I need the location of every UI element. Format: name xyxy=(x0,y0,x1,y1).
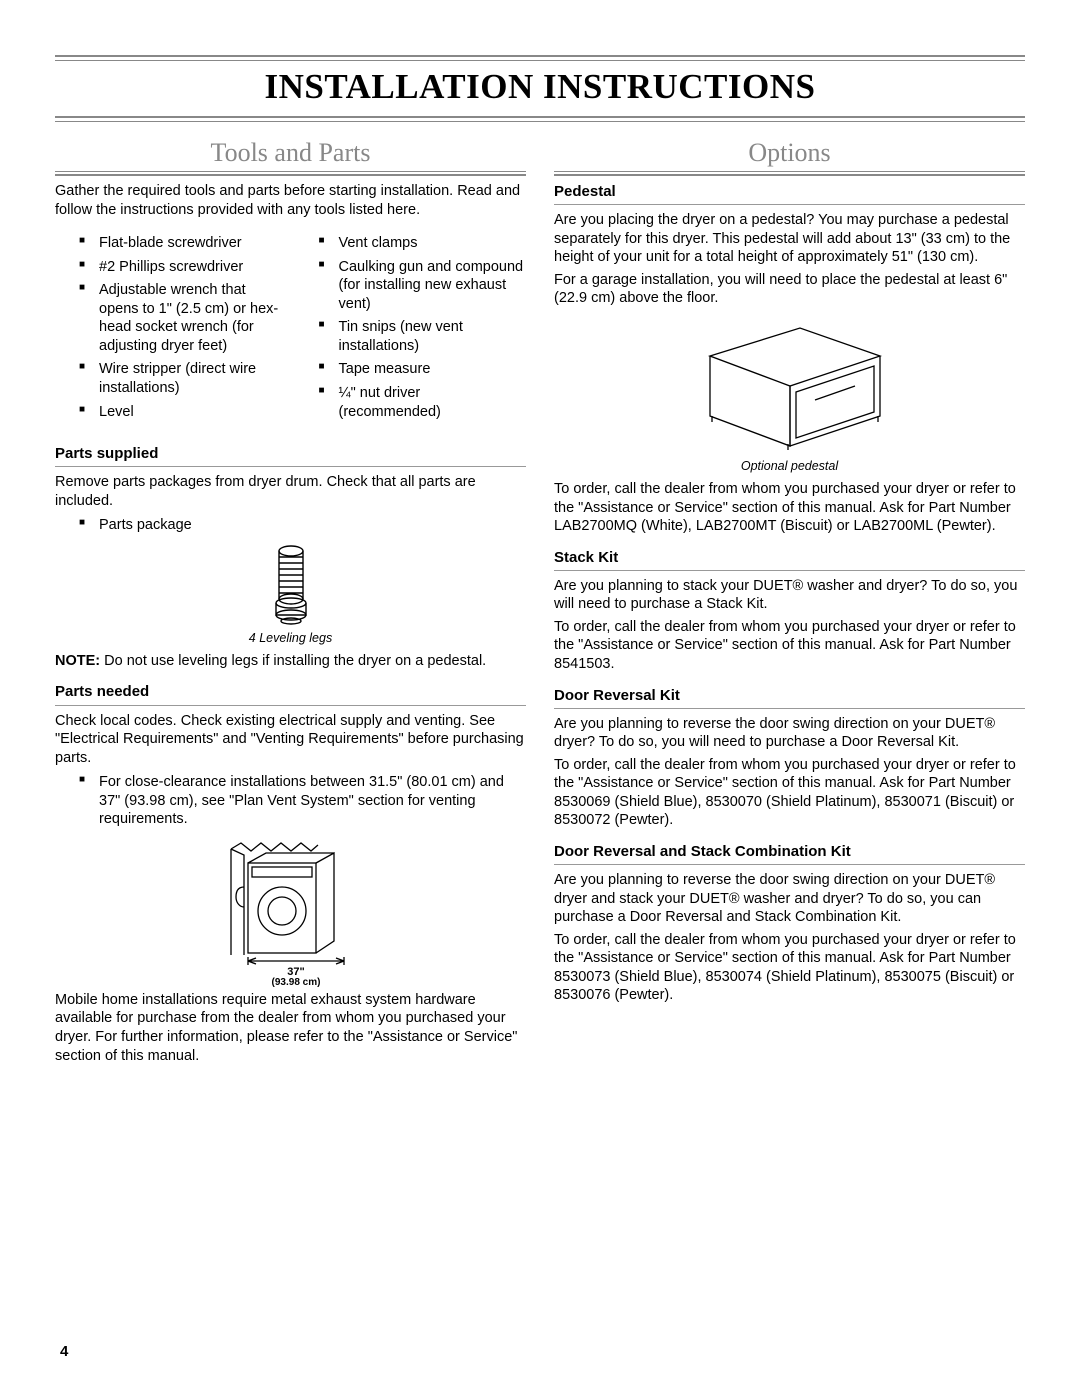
parts-supplied-list: Parts package xyxy=(55,516,526,535)
doorrev-p1: Are you planning to reverse the door swi… xyxy=(554,715,1025,752)
tools-intro: Gather the required tools and parts befo… xyxy=(55,182,526,219)
parts-item: Parts package xyxy=(79,516,526,535)
tool-item: Tape measure xyxy=(319,360,527,379)
parts-needed-rule xyxy=(55,705,526,706)
pedestal-heading: Pedestal xyxy=(554,182,1025,201)
tool-item: Flat-blade screwdriver xyxy=(79,234,287,253)
clearance-figure: 37" (93.98 cm) xyxy=(55,837,526,987)
mobile-home-text: Mobile home installations require metal … xyxy=(55,991,526,1065)
tool-item: #2 Phillips screwdriver xyxy=(79,258,287,277)
parts-needed-text: Check local codes. Check existing electr… xyxy=(55,712,526,768)
page-number: 4 xyxy=(60,1342,68,1361)
tools-list-col2: Vent clamps Caulking gun and compound (f… xyxy=(295,229,527,426)
pedestal-figure xyxy=(554,316,1025,456)
leveling-leg-icon xyxy=(266,543,316,628)
tools-list-col1: Flat-blade screwdriver #2 Phillips screw… xyxy=(55,229,287,426)
tool-item: ¼" nut driver (recommended) xyxy=(319,384,527,421)
leveling-leg-figure xyxy=(55,543,526,628)
pedestal-p1: Are you placing the dryer on a pedestal?… xyxy=(554,211,1025,267)
title-rule xyxy=(55,116,1025,122)
combo-p1: Are you planning to reverse the door swi… xyxy=(554,871,1025,927)
options-rule xyxy=(554,171,1025,176)
doorrev-heading: Door Reversal Kit xyxy=(554,686,1025,705)
left-column: Tools and Parts Gather the required tool… xyxy=(55,136,526,1069)
stack-heading: Stack Kit xyxy=(554,548,1025,567)
parts-supplied-rule xyxy=(55,466,526,467)
tools-parts-heading: Tools and Parts xyxy=(55,136,526,169)
options-heading: Options xyxy=(554,136,1025,169)
doorrev-p2: To order, call the dealer from whom you … xyxy=(554,756,1025,830)
parts-needed-list: For close-clearance installations betwee… xyxy=(55,773,526,829)
dryer-clearance-icon: 37" (93.98 cm) xyxy=(196,837,386,987)
parts-supplied-text: Remove parts packages from dryer drum. C… xyxy=(55,473,526,510)
tools-list-wrap: Flat-blade screwdriver #2 Phillips screw… xyxy=(55,223,526,432)
tools-parts-rule xyxy=(55,171,526,176)
note-text: Do not use leveling legs if installing t… xyxy=(100,653,486,669)
right-column: Options Pedestal Are you placing the dry… xyxy=(554,136,1025,1069)
combo-heading: Door Reversal and Stack Combination Kit xyxy=(554,842,1025,861)
note-label: NOTE: xyxy=(55,653,100,669)
note-paragraph: NOTE: Do not use leveling legs if instal… xyxy=(55,652,526,671)
stack-p2: To order, call the dealer from whom you … xyxy=(554,618,1025,674)
clearance-cm: (93.98 cm) xyxy=(271,977,320,987)
parts-needed-heading: Parts needed xyxy=(55,682,526,701)
pedestal-rule xyxy=(554,204,1025,205)
stack-p1: Are you planning to stack your DUET® was… xyxy=(554,577,1025,614)
pedestal-caption: Optional pedestal xyxy=(554,458,1025,474)
page-title: INSTALLATION INSTRUCTIONS xyxy=(55,65,1025,110)
parts-needed-item: For close-clearance installations betwee… xyxy=(79,773,526,829)
tool-item: Level xyxy=(79,403,287,422)
combo-p2: To order, call the dealer from whom you … xyxy=(554,931,1025,1005)
parts-supplied-heading: Parts supplied xyxy=(55,444,526,463)
pedestal-p3: To order, call the dealer from whom you … xyxy=(554,480,1025,536)
combo-rule xyxy=(554,864,1025,865)
tool-item: Tin snips (new vent installations) xyxy=(319,318,527,355)
doorrev-rule xyxy=(554,708,1025,709)
top-rule xyxy=(55,55,1025,61)
tool-item: Vent clamps xyxy=(319,234,527,253)
stack-rule xyxy=(554,570,1025,571)
tool-item: Caulking gun and compound (for installin… xyxy=(319,258,527,314)
tool-item: Adjustable wrench that opens to 1" (2.5 … xyxy=(79,281,287,355)
pedestal-p2: For a garage installation, you will need… xyxy=(554,271,1025,308)
leveling-caption: 4 Leveling legs xyxy=(55,630,526,646)
tool-item: Wire stripper (direct wire installations… xyxy=(79,360,287,397)
pedestal-icon xyxy=(680,316,900,456)
content-columns: Tools and Parts Gather the required tool… xyxy=(55,136,1025,1069)
